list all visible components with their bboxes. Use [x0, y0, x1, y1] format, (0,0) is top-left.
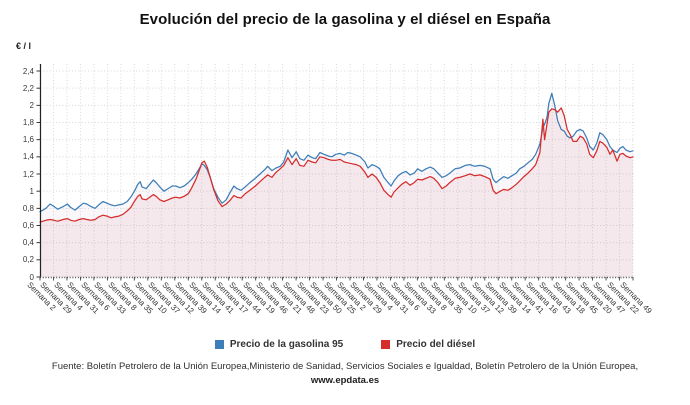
- y-tick-label: 2,4: [22, 66, 34, 76]
- series-line-diesel: [39, 107, 634, 223]
- y-tick-label: 2: [29, 100, 34, 110]
- y-tick-label: 1,8: [22, 118, 34, 127]
- y-tick-label: 1,6: [22, 135, 34, 145]
- legend-item-diesel: Precio del diésel: [381, 339, 475, 350]
- area-fill-gasolina: [40, 93, 633, 277]
- y-tick-label: 0,8: [22, 203, 34, 213]
- y-tick-label: 1,2: [22, 169, 34, 179]
- area-fill-diesel: [40, 107, 633, 278]
- y-tick-label: 2,2: [22, 83, 34, 93]
- diesel-color-swatch-icon: [381, 340, 391, 349]
- gasolina-color-swatch-icon: [214, 340, 224, 349]
- y-tick-label: 1,4: [22, 152, 34, 162]
- legend-label-diesel: Precio del diésel: [396, 339, 476, 350]
- y-axis-unit-label: € / l: [16, 41, 32, 51]
- series-line-gasolina: [39, 92, 634, 213]
- source-site: www.epdata.es: [310, 375, 380, 387]
- source-note: Fuente: Boletín Petrolero de la Unión Eu…: [25, 360, 665, 389]
- y-tick-label: 0: [29, 272, 34, 282]
- y-tick-label: 0,2: [22, 255, 34, 265]
- legend: Precio de la gasolina 95 Precio del diés…: [0, 337, 690, 352]
- legend-label-gasolina: Precio de la gasolina 95: [229, 339, 344, 350]
- y-tick-label: 1: [29, 186, 34, 196]
- y-tick-label: 0,6: [22, 221, 34, 230]
- y-tick-label: 0,4: [22, 238, 34, 248]
- page-title: Evolución del precio de la gasolina y el…: [139, 11, 551, 28]
- legend-item-gasolina: Precio de la gasolina 95: [214, 339, 344, 350]
- source-text: Fuente: Boletín Petrolero de la Unión Eu…: [51, 361, 639, 372]
